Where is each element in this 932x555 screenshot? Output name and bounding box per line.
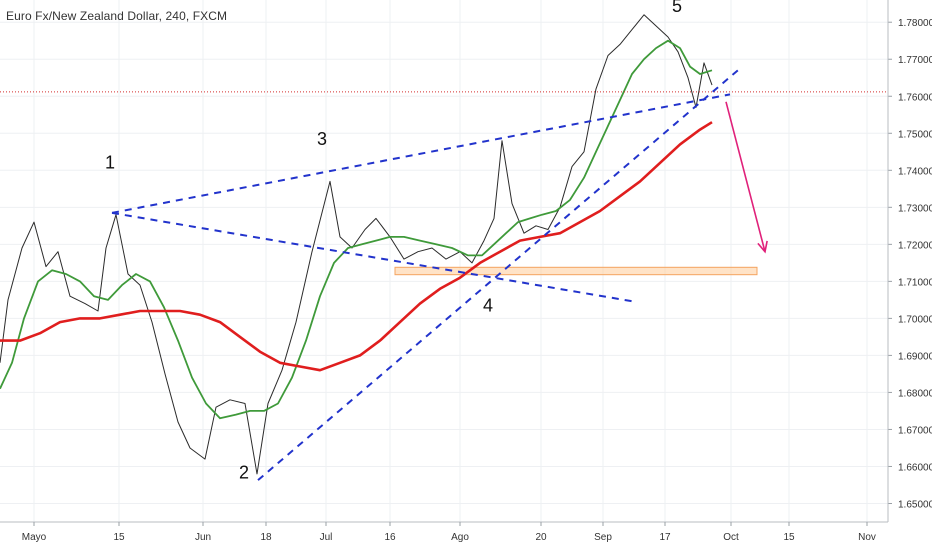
chart-title: Euro Fx/New Zealand Dollar, 240, FXCM <box>6 9 228 23</box>
trendline <box>111 211 636 303</box>
x-tick-label: 15 <box>783 532 795 543</box>
x-tick-label: Mayo <box>22 532 47 543</box>
y-tick-label: 1.67000 <box>898 425 932 436</box>
wave-label-3: 3 <box>317 129 327 149</box>
y-tick-label: 1.74000 <box>898 166 932 177</box>
slow-moving-average-line <box>0 121 713 372</box>
trendline <box>111 93 731 214</box>
y-tick-label: 1.73000 <box>898 203 932 214</box>
wave-label-2: 2 <box>239 462 249 482</box>
wave-label-1: 1 <box>105 152 115 172</box>
trendline <box>257 67 741 481</box>
support-zone <box>394 266 758 276</box>
wave-label-5: 5 <box>672 0 682 16</box>
y-tick-label: 1.68000 <box>898 388 932 399</box>
x-tick-label: 18 <box>260 532 272 543</box>
y-tick-label: 1.75000 <box>898 129 932 140</box>
x-tick-label: Sep <box>594 532 612 543</box>
x-tick-label: Jun <box>195 532 211 543</box>
x-tick-label: Nov <box>858 532 876 543</box>
y-tick-label: 1.65000 <box>898 499 932 510</box>
x-tick-label: Ago <box>451 532 469 543</box>
x-tick-label: 15 <box>113 532 125 543</box>
projection-arrow-line <box>725 101 766 252</box>
y-tick-label: 1.70000 <box>898 314 932 325</box>
y-tick-label: 1.72000 <box>898 240 932 251</box>
fast-moving-average-line <box>0 39 713 420</box>
x-tick-label: 16 <box>384 532 396 543</box>
y-tick-label: 1.78000 <box>898 18 932 29</box>
price-series-line <box>0 14 713 475</box>
x-tick-label: 17 <box>659 532 671 543</box>
y-tick-label: 1.76000 <box>898 92 932 103</box>
y-tick-label: 1.66000 <box>898 462 932 473</box>
projection-arrow-head <box>757 240 768 254</box>
x-tick-label: 20 <box>535 532 547 543</box>
y-tick-label: 1.77000 <box>898 55 932 66</box>
x-tick-label: Jul <box>320 532 333 543</box>
y-tick-label: 1.69000 <box>898 351 932 362</box>
y-tick-label: 1.71000 <box>898 277 932 288</box>
x-tick-label: Oct <box>723 532 739 543</box>
wave-label-4: 4 <box>483 296 493 316</box>
